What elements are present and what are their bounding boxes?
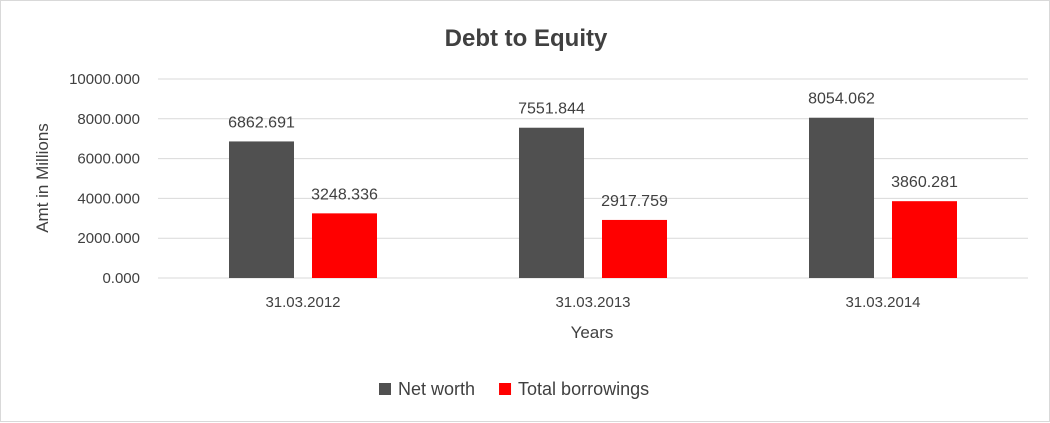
data-label: 3248.336 [311,186,378,203]
chart-title: Debt to Equity [445,25,608,52]
y-tick-label: 2000.000 [77,230,140,247]
y-axis-title: Amt in Millions [33,123,52,233]
legend-swatch [499,383,512,395]
data-label: 2917.759 [601,193,668,210]
x-tick-label: 31.03.2014 [845,294,920,311]
data-label: 6862.691 [228,114,295,131]
data-label: 7551.844 [518,101,585,118]
legend-label: Net worth [398,379,475,399]
legend-label: Total borrowings [518,379,649,399]
bar [229,141,294,278]
gridlines [158,78,1028,279]
y-tick-label: 8000.000 [77,111,140,128]
data-label: 8054.062 [808,91,875,108]
y-tick-label: 10000.000 [69,71,140,88]
x-axis-ticks: 31.03.2012 31.03.2013 31.03.2014 [265,294,920,311]
legend: Net worth Total borrowings [379,379,649,399]
x-tick-label: 31.03.2012 [265,294,340,311]
bar [519,127,584,278]
bar [602,219,667,278]
bar [809,117,874,278]
y-tick-label: 0.000 [102,270,140,287]
bar [892,201,957,278]
bars: 6862.691 3248.336 7551.844 2917.759 8054.062… [228,91,958,278]
x-axis-title: Years [571,323,614,342]
bar [312,213,377,278]
data-label: 3860.281 [891,174,958,191]
x-tick-label: 31.03.2013 [555,294,630,311]
y-tick-label: 6000.000 [77,151,140,168]
legend-swatch [379,383,391,395]
y-axis-ticks: 0.000 2000.000 4000.000 6000.000 8000.000 100… [69,71,140,287]
y-tick-label: 4000.000 [77,190,140,207]
